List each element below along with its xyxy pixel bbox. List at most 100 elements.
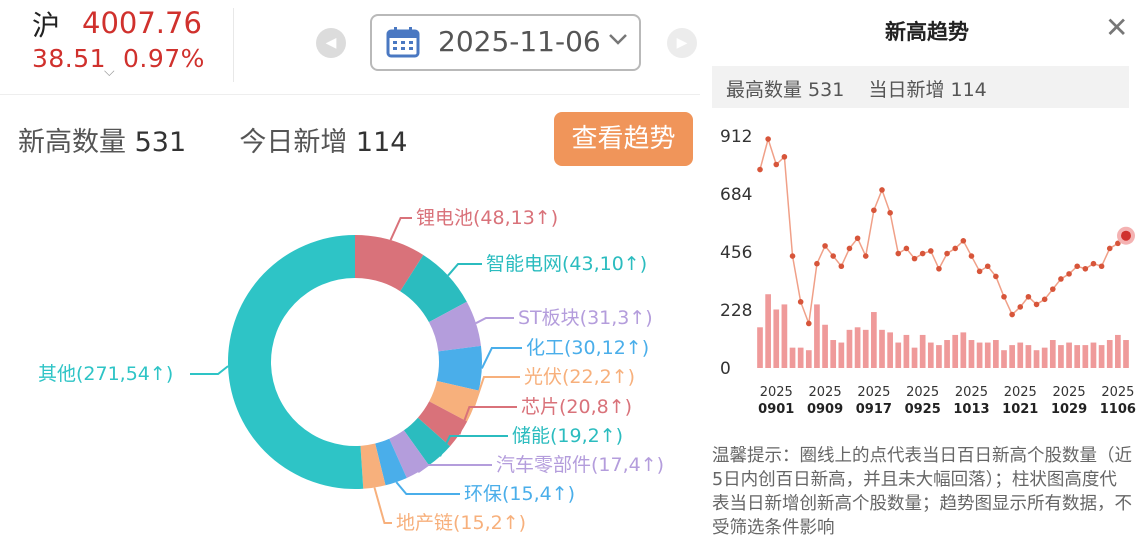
- trend-panel: 新高趋势 ✕ 最高数量 531 当日新增 114 0 228 456 684 912 20…: [700, 0, 1145, 544]
- index-change-pct: 0.97%: [123, 44, 205, 73]
- index-change-points: 38.51: [32, 44, 106, 73]
- new-count-bar: [1001, 350, 1007, 368]
- y-tick-label: 912: [720, 127, 752, 147]
- trend-point: [1083, 266, 1089, 272]
- panel-stats-text: 最高数量 531 当日新增 114: [726, 75, 987, 102]
- y-tick-label: 456: [720, 243, 752, 263]
- slice-label: ST板块(31,3↑): [518, 307, 653, 329]
- new-count-bar: [1091, 343, 1097, 368]
- trend-line: [760, 139, 1126, 323]
- slice-label: 汽车零部件(17,4↑): [496, 454, 664, 476]
- leader-line: [448, 264, 482, 276]
- new-count-bar: [765, 294, 771, 368]
- leader-line: [374, 488, 392, 523]
- x-tick-year: 2025: [955, 385, 988, 400]
- new-count-bar: [855, 327, 861, 368]
- trend-point: [879, 187, 885, 193]
- index-value: 4007.76: [82, 6, 202, 40]
- close-icon[interactable]: ✕: [1105, 14, 1128, 42]
- high-count-label: 新高数量: [18, 127, 126, 158]
- trend-point: [790, 253, 796, 259]
- trend-point: [895, 251, 901, 257]
- leader-line: [190, 366, 228, 374]
- x-tick-date: 1013: [953, 402, 989, 417]
- trend-point: [1009, 312, 1015, 318]
- slice-label: 光伏(22,2↑): [524, 366, 635, 388]
- new-count-bar: [993, 340, 999, 368]
- trend-point: [1058, 276, 1064, 282]
- view-trend-button[interactable]: 查看趋势: [554, 112, 693, 166]
- slice-label: 其他(271,54↑): [38, 363, 173, 385]
- new-count-bar: [879, 330, 885, 368]
- y-tick-label: 684: [720, 185, 752, 205]
- sector-donut-chart: 锂电池(48,13↑) 智能电网(43,10↑) ST板块(31,3↑) 化工(30,…: [0, 190, 700, 544]
- new-count-bar: [936, 345, 942, 368]
- next-date-button[interactable]: ▶: [667, 28, 697, 58]
- new-count-bar: [1099, 345, 1105, 368]
- new-count-bar: [960, 332, 966, 368]
- trend-point: [822, 243, 828, 249]
- trend-point: [985, 263, 991, 269]
- new-count-bar: [838, 343, 844, 368]
- trend-point: [806, 321, 812, 327]
- trend-point: [765, 136, 771, 142]
- new-count-bar: [969, 340, 975, 368]
- leader-line: [396, 482, 460, 494]
- trend-point: [773, 162, 779, 168]
- slice-label: 智能电网(43,10↑): [486, 253, 647, 275]
- slice-label: 锂电池(48,13↑): [416, 207, 558, 229]
- trend-point: [1001, 294, 1007, 300]
- trend-point: [839, 263, 845, 269]
- leader-line: [418, 465, 492, 472]
- date-value: 2025-11-06: [438, 25, 601, 58]
- new-count-bar: [985, 343, 991, 368]
- new-count-bar: [944, 340, 950, 368]
- x-tick-year: 2025: [760, 385, 793, 400]
- index-expand-chevron-icon[interactable]: ⌵: [104, 64, 115, 80]
- trend-point: [1017, 304, 1023, 310]
- trend-chart: 0228456684912202509012025090920250917202…: [700, 118, 1145, 418]
- calendar-icon: [386, 26, 420, 58]
- trend-point: [993, 274, 999, 280]
- donut-slice[interactable]: [228, 235, 363, 489]
- highlight-point[interactable]: [1121, 231, 1131, 241]
- date-picker[interactable]: 2025-11-06: [370, 14, 641, 71]
- new-count-bar: [1017, 343, 1023, 368]
- trend-point: [887, 210, 893, 216]
- slice-label: 储能(19,2↑): [512, 425, 623, 447]
- new-count-bar: [790, 348, 796, 368]
- new-count-bar: [830, 340, 836, 368]
- leader-line: [474, 377, 520, 406]
- new-count-bar: [912, 348, 918, 368]
- header-divider: [233, 8, 234, 82]
- trend-point: [814, 261, 820, 267]
- index-change: 38.51 0.97%: [32, 44, 205, 73]
- high-count-value: 531: [135, 127, 187, 158]
- trend-point: [830, 253, 836, 259]
- trend-point: [847, 246, 853, 252]
- trend-point: [912, 256, 918, 262]
- trend-point: [855, 235, 861, 241]
- trend-point: [1042, 297, 1048, 303]
- new-count-bar: [1042, 348, 1048, 368]
- x-tick-year: 2025: [809, 385, 842, 400]
- trend-point: [1099, 263, 1105, 269]
- trend-point: [969, 253, 975, 259]
- new-count-bar: [822, 325, 828, 368]
- new-count-bar: [1050, 340, 1056, 368]
- trend-point: [944, 251, 950, 257]
- trend-point: [936, 266, 942, 272]
- x-tick-year: 2025: [1004, 385, 1037, 400]
- prev-date-button[interactable]: ◀: [316, 28, 346, 58]
- x-tick-date: 0901: [758, 402, 794, 417]
- new-count-bar: [928, 343, 934, 368]
- new-count-bar: [863, 330, 869, 368]
- new-count-bar: [814, 304, 820, 368]
- panel-note: 温馨提示：圈线上的点代表当日百日新高个股数量（近5日内创百日新高，并且未大幅回落…: [712, 444, 1132, 540]
- new-count-bar: [904, 335, 910, 368]
- new-count-bar: [871, 312, 877, 368]
- trend-point: [1066, 271, 1072, 277]
- new-count-bar: [1074, 345, 1080, 368]
- new-count-bar: [1123, 340, 1129, 368]
- x-tick-year: 2025: [857, 385, 890, 400]
